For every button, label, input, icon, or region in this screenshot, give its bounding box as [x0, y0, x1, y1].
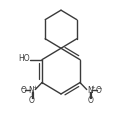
Text: +: + [91, 85, 95, 90]
Text: HO: HO [18, 54, 30, 63]
Text: O: O [87, 97, 93, 105]
Text: O: O [29, 97, 35, 105]
Text: −: − [20, 85, 25, 90]
Text: −: − [97, 85, 102, 90]
Text: O: O [95, 86, 101, 95]
Text: +: + [32, 85, 37, 90]
Text: N: N [29, 86, 35, 95]
Text: N: N [87, 86, 93, 95]
Text: O: O [21, 86, 27, 95]
